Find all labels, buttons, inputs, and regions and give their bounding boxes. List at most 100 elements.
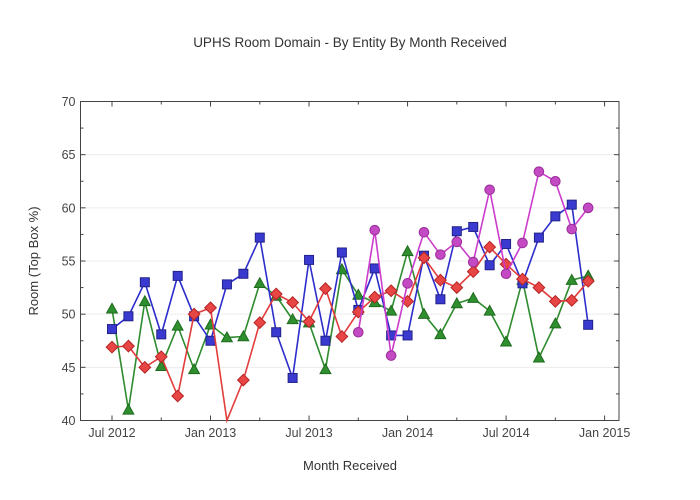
marker-triangle-entity-green — [220, 330, 234, 343]
marker-square-entity-blue — [451, 226, 462, 237]
marker-diamond-entity-red — [532, 281, 546, 295]
marker-diamond-entity-red — [515, 272, 530, 286]
x-tick-label: Jul 2013 — [285, 426, 332, 440]
marker-square-entity-blue — [107, 324, 117, 335]
y-tick-label: 40 — [62, 414, 76, 428]
marker-circle-entity-magenta — [550, 175, 561, 187]
marker-circle-entity-magenta — [500, 268, 512, 280]
marker-diamond-entity-red — [384, 284, 398, 298]
marker-diamond-entity-red — [204, 301, 218, 315]
marker-circle-entity-magenta — [517, 237, 528, 249]
marker-triangle-entity-green — [253, 276, 267, 289]
y-axis-title: Room (Top Box %) — [26, 206, 41, 315]
marker-circle-entity-magenta — [484, 184, 495, 196]
marker-square-entity-blue — [221, 279, 232, 290]
marker-triangle-entity-green — [401, 244, 414, 257]
marker-circle-entity-magenta — [353, 326, 364, 338]
marker-diamond-entity-red — [318, 282, 332, 296]
marker-triangle-entity-green — [532, 351, 546, 363]
marker-square-entity-blue — [336, 247, 347, 258]
marker-diamond-entity-red — [253, 316, 267, 330]
marker-triangle-entity-green — [450, 296, 464, 309]
marker-diamond-entity-red — [417, 251, 431, 265]
x-tick-label: Jan 2013 — [185, 426, 236, 440]
marker-diamond-entity-red — [565, 293, 579, 307]
marker-circle-entity-magenta — [402, 278, 413, 289]
marker-triangle-entity-green — [155, 359, 168, 371]
x-tick-label: Jan 2015 — [579, 426, 630, 440]
marker-square-entity-blue — [139, 277, 150, 288]
marker-triangle-entity-green — [499, 335, 513, 347]
marker-diamond-entity-red — [171, 389, 185, 403]
marker-circle-entity-magenta — [385, 350, 397, 361]
marker-circle-entity-magenta — [533, 166, 545, 177]
marker-triangle-entity-green — [187, 362, 201, 375]
marker-diamond-entity-red — [483, 240, 497, 254]
marker-circle-entity-magenta — [467, 256, 479, 268]
marker-diamond-entity-red — [121, 339, 135, 353]
marker-circle-entity-magenta — [451, 236, 463, 248]
x-tick-label: Jul 2012 — [88, 426, 135, 440]
marker-diamond-entity-red — [433, 273, 447, 287]
marker-triangle-entity-green — [417, 307, 431, 319]
marker-triangle-entity-green — [171, 319, 184, 331]
marker-triangle-entity-green — [319, 362, 332, 375]
marker-square-entity-blue — [484, 260, 495, 271]
marker-diamond-entity-red — [368, 290, 382, 304]
marker-diamond-entity-red — [236, 373, 250, 387]
marker-square-entity-blue — [238, 268, 249, 279]
y-tick-label: 65 — [62, 148, 76, 162]
marker-square-entity-blue — [402, 330, 413, 341]
marker-diamond-entity-red — [105, 340, 119, 354]
y-tick-label: 55 — [62, 255, 76, 269]
marker-square-entity-blue — [320, 335, 331, 346]
x-tick-label: Jul 2014 — [482, 426, 529, 440]
marker-triangle-entity-green — [105, 302, 119, 314]
marker-diamond-entity-red — [581, 274, 595, 288]
marker-triangle-entity-green — [434, 327, 447, 340]
marker-triangle-entity-green — [352, 288, 365, 300]
marker-circle-entity-magenta — [418, 226, 430, 238]
plot-area: 40 45 50 55 60 65 70 Jul 2012 Jan 2013 Jul 2013 Ja… — [62, 95, 631, 440]
series-line-entity-red — [111, 245, 589, 424]
marker-diamond-entity-red — [302, 315, 316, 329]
marker-circle-entity-magenta — [566, 223, 578, 235]
y-tick-label: 45 — [62, 361, 76, 375]
marker-square-entity-blue — [271, 327, 282, 338]
marker-square-entity-blue — [369, 263, 380, 274]
marker-diamond-entity-red — [466, 265, 480, 279]
marker-triangle-entity-green — [138, 294, 152, 307]
marker-square-entity-blue — [566, 199, 577, 210]
x-tick-label: Jan 2014 — [382, 426, 433, 440]
marker-triangle-entity-green — [237, 329, 250, 342]
y-tick-label: 60 — [62, 201, 76, 215]
marker-diamond-entity-red — [187, 307, 201, 321]
marker-circle-entity-magenta — [582, 202, 594, 214]
marker-square-entity-blue — [583, 319, 594, 330]
marker-triangle-entity-green — [384, 304, 398, 316]
marker-circle-entity-magenta — [369, 224, 381, 236]
y-tick-label: 50 — [62, 308, 76, 322]
marker-diamond-entity-red — [138, 360, 152, 374]
series-line-entity-green — [111, 248, 589, 411]
y-tick-label: 70 — [62, 95, 76, 109]
marker-triangle-entity-green — [549, 317, 562, 329]
marker-square-entity-blue — [304, 254, 315, 265]
marker-square-entity-blue — [254, 232, 265, 243]
x-axis-title: Month Received — [303, 458, 397, 473]
marker-diamond-entity-red — [154, 350, 168, 364]
marker-diamond-entity-red — [269, 287, 283, 301]
series-line-entity-blue — [111, 203, 589, 379]
marker-triangle-entity-green — [466, 291, 480, 303]
marker-diamond-entity-red — [335, 329, 349, 344]
marker-circle-entity-magenta — [435, 249, 446, 260]
marker-triangle-entity-green — [565, 273, 579, 285]
marker-diamond-entity-red — [286, 295, 300, 309]
marker-triangle-entity-green — [122, 403, 135, 415]
series-entity-blue — [107, 199, 594, 383]
marker-square-entity-blue — [501, 238, 512, 249]
marker-square-entity-blue — [533, 232, 544, 243]
marker-square-entity-blue — [435, 294, 446, 305]
